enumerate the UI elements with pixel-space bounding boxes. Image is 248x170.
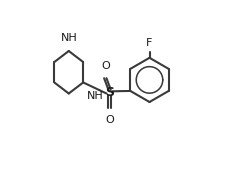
Text: O: O (101, 61, 110, 71)
Text: S: S (105, 86, 114, 99)
Text: NH: NH (60, 33, 77, 43)
Text: O: O (105, 115, 114, 125)
Text: F: F (146, 38, 153, 48)
Text: NH: NH (87, 91, 103, 101)
